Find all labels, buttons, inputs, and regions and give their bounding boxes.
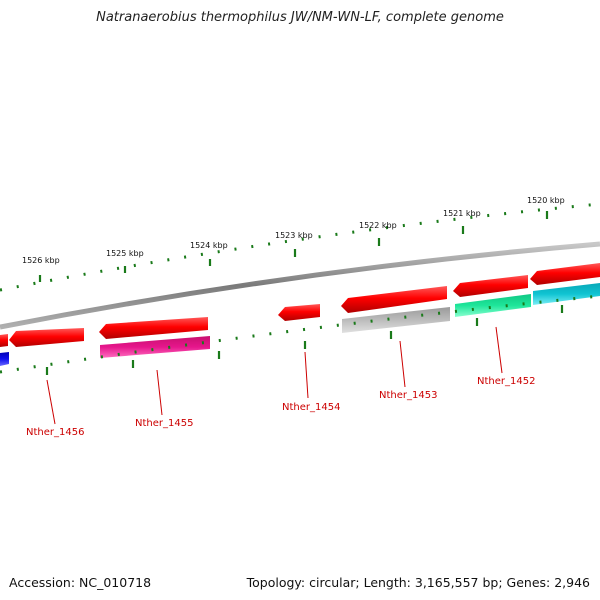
gene-arrow	[9, 328, 84, 347]
scale-label: 1526 kbp	[22, 256, 60, 265]
scale-label: 1525 kbp	[106, 249, 144, 258]
gene-block	[0, 352, 9, 366]
scale-label: 1521 kbp	[443, 209, 481, 218]
scale-label: 1522 kbp	[359, 221, 397, 230]
gene-label[interactable]: Nther_1456	[26, 427, 84, 438]
map-title: Natranaerobius thermophilus JW/NM-WN-LF,…	[96, 10, 504, 25]
gene-leader-line	[304, 351, 309, 399]
gene-block	[533, 283, 600, 305]
scale-label: 1524 kbp	[190, 241, 228, 250]
genome-backbone	[0, 241, 600, 330]
gene-label[interactable]: Nther_1454	[282, 402, 340, 413]
gene-label[interactable]: Nther_1453	[379, 390, 437, 401]
forward-strand	[0, 263, 600, 347]
scale-label: 1523 kbp	[275, 231, 313, 240]
gene-block	[342, 307, 450, 333]
gene-leader-line	[495, 326, 503, 374]
accession-label: Accession: NC_010718	[9, 575, 152, 590]
outer-minor-ticks	[0, 202, 600, 292]
gene-label[interactable]: Nther_1455	[135, 418, 193, 429]
gene-block	[100, 336, 210, 358]
gene-arrow	[341, 286, 447, 313]
genome-summary: Topology: circular; Length: 3,165,557 bp…	[246, 575, 590, 590]
gene-leader-line	[46, 379, 56, 425]
cog-colored-genes	[0, 283, 600, 366]
gene-arrow	[453, 275, 528, 297]
gene-label[interactable]: Nther_1452	[477, 376, 535, 387]
outer-scale	[0, 202, 600, 292]
gene-leader-line	[399, 340, 406, 388]
inner-scale	[0, 294, 600, 375]
gene-arrow	[0, 334, 8, 347]
gene-block	[455, 294, 531, 317]
gene-arrow	[530, 263, 600, 285]
gene-arrow	[99, 317, 208, 339]
gene-leader-line	[156, 369, 163, 416]
scale-label: 1520 kbp	[527, 196, 565, 205]
gene-arrow	[278, 304, 320, 321]
